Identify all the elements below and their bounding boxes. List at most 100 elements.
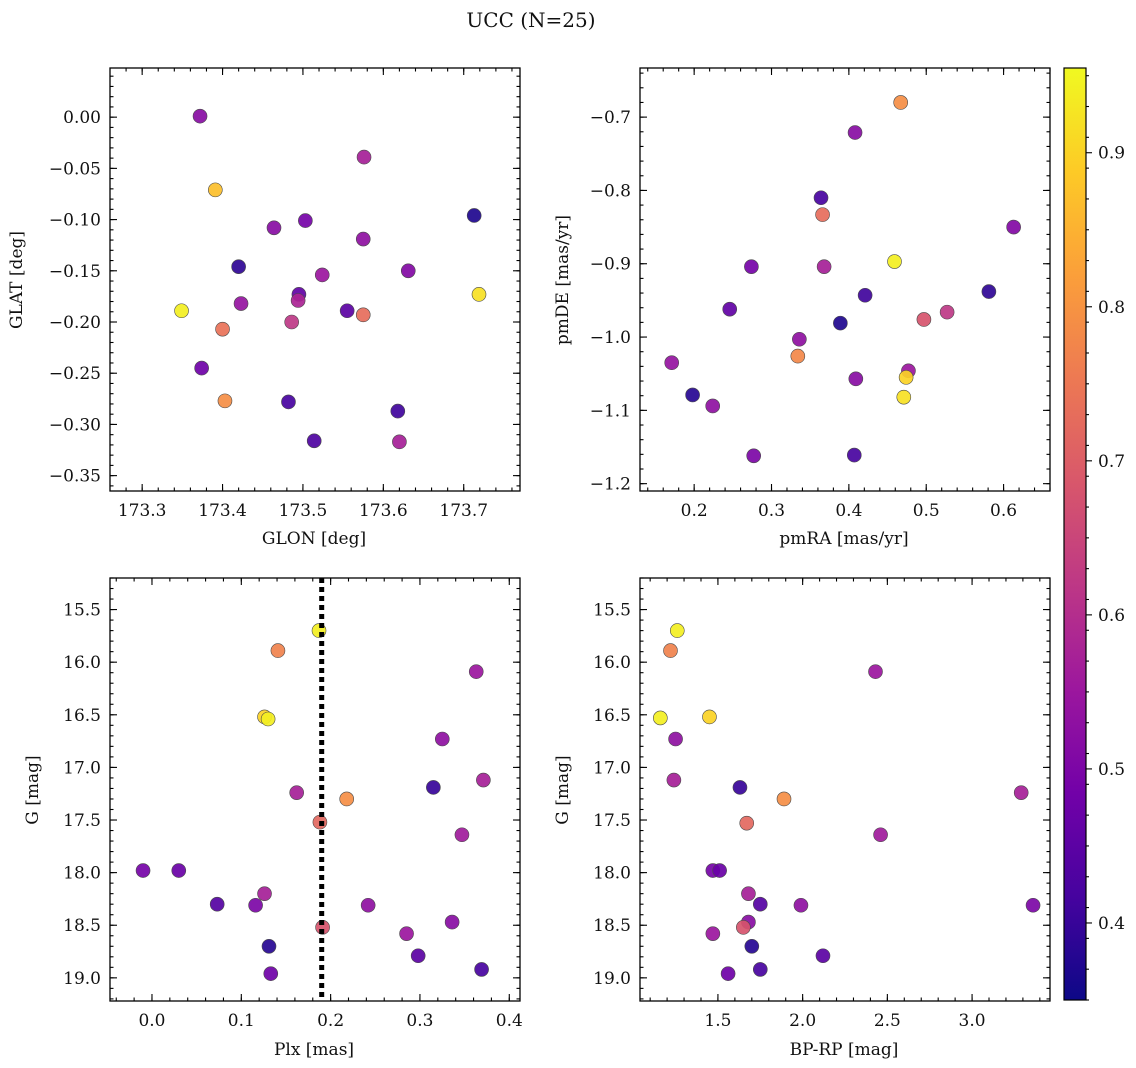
data-point bbox=[916, 312, 932, 327]
x-tick-label: 0.0 bbox=[138, 1011, 165, 1031]
panel-glon-glat: GLON [deg] GLAT [deg] 173.3 173.4 173.5 173… bbox=[7, 67, 521, 549]
x-tick-label: 3.0 bbox=[959, 1011, 986, 1031]
colorbar: 0.4 0.5 0.6 0.7 0.8 0.9 bbox=[1063, 67, 1125, 1001]
data-point bbox=[266, 220, 282, 236]
y-tick-label: −0.25 bbox=[49, 364, 101, 384]
data-point bbox=[653, 710, 668, 726]
data-point bbox=[668, 731, 683, 747]
y-tick-label: −0.9 bbox=[590, 255, 631, 275]
data-point bbox=[444, 914, 460, 930]
panel-bprp-g: BP-RP [mag] G [mag] 1.5 2.0 2.5 3.0 15.5 16.0… bbox=[553, 577, 1051, 1060]
data-point bbox=[712, 863, 727, 878]
data-point bbox=[732, 780, 748, 795]
data-point bbox=[339, 791, 355, 807]
data-point bbox=[896, 389, 912, 405]
y-axis-label: G [mag] bbox=[23, 755, 43, 824]
data-point bbox=[669, 623, 685, 638]
data-point bbox=[231, 259, 246, 274]
y-tick-label: −0.30 bbox=[49, 415, 101, 435]
data-point bbox=[666, 772, 682, 788]
data-point bbox=[468, 664, 484, 679]
panel-plx-g: Plx [mas] G [mag] 0.0 0.1 0.2 0.3 0.4 15.5 16.… bbox=[23, 577, 523, 1060]
y-tick-label: 17.0 bbox=[593, 758, 631, 778]
y-tick-label: 18.5 bbox=[593, 916, 631, 936]
colorbar-tick-label: 0.7 bbox=[1098, 452, 1125, 472]
data-point bbox=[355, 231, 371, 247]
data-point bbox=[356, 149, 372, 165]
colorbar-tick-label: 0.6 bbox=[1098, 606, 1125, 626]
data-point bbox=[868, 664, 883, 679]
data-point bbox=[1025, 897, 1041, 913]
y-tick-label: −0.05 bbox=[49, 159, 101, 179]
data-point bbox=[816, 259, 832, 274]
y-tick-label: 18.0 bbox=[63, 864, 101, 884]
data-point bbox=[298, 213, 313, 228]
x-tick-label: 173.5 bbox=[279, 501, 328, 521]
y-axis-label: G [mag] bbox=[553, 755, 573, 824]
y-tick-label: −0.35 bbox=[49, 467, 101, 487]
data-point bbox=[873, 827, 888, 843]
data-point bbox=[893, 95, 908, 110]
y-tick-label: 16.5 bbox=[63, 706, 101, 726]
x-axis-label: BP-RP [mag] bbox=[790, 1040, 899, 1060]
y-axis-label: GLAT [deg] bbox=[7, 231, 27, 329]
axes-frame bbox=[639, 577, 1051, 1002]
data-point bbox=[209, 896, 225, 912]
data-point bbox=[355, 307, 371, 323]
data-point bbox=[261, 938, 277, 954]
data-point bbox=[466, 208, 482, 223]
x-tick-label: 0.4 bbox=[835, 501, 862, 521]
y-tick-label: 17.5 bbox=[593, 811, 631, 831]
data-point bbox=[793, 897, 809, 913]
data-point bbox=[705, 926, 721, 941]
data-point bbox=[339, 303, 355, 319]
data-point bbox=[898, 370, 914, 385]
data-point bbox=[281, 394, 296, 410]
data-point bbox=[360, 897, 376, 913]
x-tick-label: 0.2 bbox=[681, 501, 708, 521]
data-point bbox=[752, 962, 768, 977]
x-axis-label: GLON [deg] bbox=[262, 529, 366, 549]
data-point bbox=[815, 207, 830, 222]
y-tick-label: −0.8 bbox=[590, 181, 631, 201]
y-tick-label: 18.5 bbox=[63, 916, 101, 936]
x-tick-label: 0.2 bbox=[317, 1011, 344, 1031]
x-tick-label: 0.6 bbox=[990, 501, 1017, 521]
x-tick-label: 0.1 bbox=[228, 1011, 255, 1031]
data-point bbox=[752, 896, 768, 912]
y-tick-label: 18.0 bbox=[593, 864, 631, 884]
y-tick-label: −0.7 bbox=[590, 108, 631, 128]
y-tick-label: 17.0 bbox=[63, 758, 101, 778]
x-tick-label: 0.5 bbox=[913, 501, 940, 521]
data-point bbox=[410, 948, 426, 964]
y-tick-label: −0.20 bbox=[49, 313, 101, 333]
data-point bbox=[233, 296, 249, 311]
data-point bbox=[257, 886, 272, 901]
x-tick-label: 2.0 bbox=[789, 1011, 816, 1031]
data-point bbox=[306, 433, 322, 449]
y-tick-label: 16.0 bbox=[63, 653, 101, 673]
colorbar-gradient bbox=[1063, 67, 1087, 1001]
data-point bbox=[135, 863, 151, 878]
axes-frame bbox=[639, 67, 1051, 492]
data-point bbox=[813, 190, 829, 206]
data-point bbox=[476, 772, 491, 788]
x-tick-label: 0.3 bbox=[406, 1011, 433, 1031]
x-tick-label: 173.4 bbox=[198, 501, 247, 521]
x-tick-label: 173.6 bbox=[359, 501, 408, 521]
data-point bbox=[392, 434, 407, 450]
data-point bbox=[857, 287, 873, 303]
data-point bbox=[194, 360, 209, 376]
data-point bbox=[426, 780, 441, 795]
data-point bbox=[685, 387, 700, 403]
data-point bbox=[847, 125, 863, 140]
y-tick-label: 16.5 bbox=[593, 706, 631, 726]
data-point bbox=[215, 321, 230, 337]
data-point bbox=[284, 314, 299, 330]
x-tick-label: 1.5 bbox=[704, 1011, 731, 1031]
data-point bbox=[736, 920, 751, 935]
y-tick-label: 16.0 bbox=[593, 653, 631, 673]
colorbar-tick-label: 0.5 bbox=[1098, 760, 1125, 780]
data-point bbox=[776, 791, 792, 807]
data-point bbox=[848, 371, 864, 387]
